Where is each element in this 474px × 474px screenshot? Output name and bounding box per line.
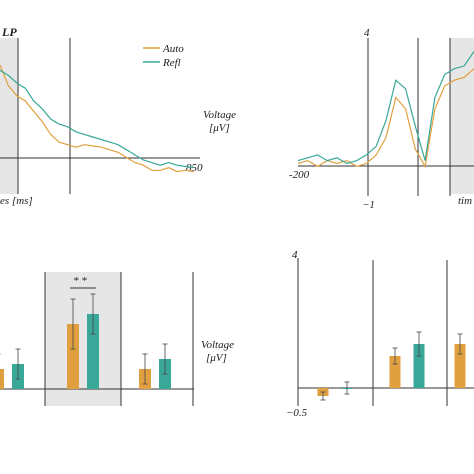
series-line-auto [0,64,195,173]
series-line-auto [297,68,474,169]
panel-b-series [297,51,474,169]
bar-auto-g3 [454,344,466,388]
panel-d-tick-4: 4 [292,249,298,261]
series-line-refl [297,51,474,165]
panel-a-xlabel: es [ms] [0,195,33,207]
bar-auto-g1 [0,369,4,389]
panel-b-xlabel: tim [458,195,472,207]
legend-auto-label: Auto [162,43,184,55]
voltage-label-bottom: Voltage [201,339,234,351]
panel-a-title: LP [1,25,17,39]
voltage-unit-bottom: [μV] [206,352,227,364]
bar-refl-g2 [87,314,99,389]
panel-c-shade [45,272,121,406]
panel-top-left: LP Auto Refl 850 es [ms] [0,25,203,207]
bar-auto-g2 [389,356,401,388]
bar-auto-g2 [67,324,79,389]
panel-bottom-right: 4 −0.5 [286,249,474,419]
panel-a-series [0,64,195,173]
voltage-unit-top: [μV] [209,122,230,134]
panel-d-bars [317,331,466,401]
panel-top-right: 4 −1 -200 tim [289,27,474,211]
panel-a-shade [0,38,18,194]
voltage-label-top: Voltage [203,109,236,121]
panel-b-shade [450,38,474,194]
panel-a-tick-850: 850 [186,162,203,174]
panel-b-tick-neg200: -200 [289,169,310,181]
significance-stars: * * [73,275,87,287]
panel-b-tick-neg1: −1 [362,199,375,211]
panel-d-tick-neg05: −0.5 [286,407,308,419]
panel-b-tick-4: 4 [364,27,370,39]
bar-refl-g2 [413,344,425,388]
series-line-refl [0,69,195,169]
panel-c-bars [0,293,171,389]
panel-bottom-left: * * [0,272,194,406]
legend-refl-label: Refl [162,57,181,69]
